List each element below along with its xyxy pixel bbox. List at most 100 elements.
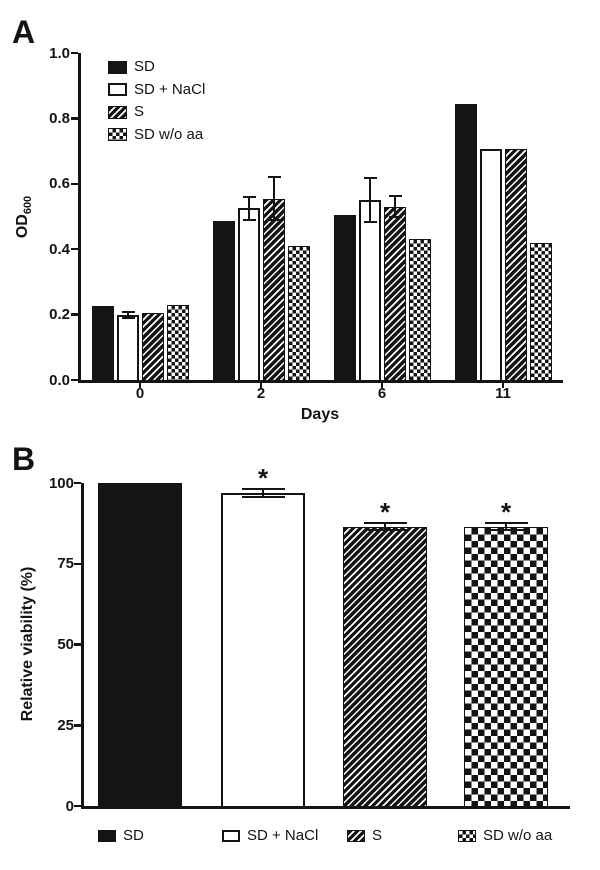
- error-bar-cap-bottom: [363, 221, 377, 224]
- error-bar-cap-top: [121, 310, 135, 313]
- legend-swatch-hatch-icon: [347, 830, 365, 842]
- error-bar-cap-top: [363, 521, 407, 524]
- error-bar-cap-top: [241, 488, 285, 491]
- y-tick: [71, 51, 78, 55]
- bar-s-day-11: [505, 149, 527, 382]
- y-tick-label: 0.6: [49, 175, 70, 193]
- panel-a-y-axis-title: OD600: [14, 196, 34, 238]
- x-tick-label: 2: [256, 385, 266, 402]
- x-tick: [138, 382, 142, 388]
- error-bar-cap-bottom: [267, 219, 281, 222]
- legend-label: S: [134, 103, 145, 120]
- bar-s: [343, 526, 427, 808]
- error-bar-line: [273, 175, 275, 222]
- error-bar-cap-bottom: [484, 529, 528, 532]
- x-axis: [81, 806, 570, 809]
- bar-sd-day-2: [213, 221, 235, 382]
- error-bar-cap-bottom: [241, 496, 285, 499]
- x-tick: [501, 382, 505, 388]
- bar-sd-w-o-aa: [464, 526, 548, 808]
- legend-label: SD: [134, 58, 155, 75]
- legend-item-sd: SD: [108, 58, 155, 75]
- error-bar-cap-top: [242, 195, 256, 198]
- error-bar-cap-bottom: [363, 529, 407, 532]
- bar-sd-nacl-day-0: [117, 314, 139, 382]
- y-axis: [78, 53, 81, 383]
- panel-b-label: B: [12, 441, 36, 477]
- x-tick: [259, 382, 263, 388]
- panel-a-x-axis-title: Days: [300, 406, 340, 423]
- bar-sd-day-6: [334, 214, 356, 382]
- panel-a-label: A: [12, 14, 36, 50]
- y-tick-label: 100: [48, 474, 74, 492]
- legend-item-sd-nacl: SD + NaCl: [108, 80, 206, 98]
- bar-sd-nacl-day-2: [238, 208, 260, 382]
- legend-item-sd-w-o-aa: SD w/o aa: [458, 827, 553, 844]
- error-bar-line: [384, 521, 386, 532]
- error-bar-cap-top: [363, 177, 377, 180]
- bar-sd-w-o-aa-day-0: [167, 304, 189, 382]
- error-bar-cap-top: [484, 521, 528, 524]
- error-bar-line: [369, 177, 371, 224]
- legend-swatch-hatch-icon: [108, 105, 127, 119]
- legend-label: SD w/o aa: [134, 125, 204, 143]
- y-tick-label: 50: [57, 636, 74, 653]
- y-tick: [74, 804, 81, 808]
- error-bar-cap-top: [267, 175, 281, 178]
- error-bar-cap-bottom: [388, 216, 402, 219]
- y-tick: [71, 117, 78, 120]
- significance-star: *: [257, 463, 269, 494]
- legend-label: SD w/o aa: [483, 827, 553, 844]
- legend-item-sd-w-o-aa: SD w/o aa: [108, 125, 204, 143]
- y-tick: [74, 643, 81, 646]
- bar-sd-day-11: [455, 103, 477, 382]
- x-tick-label: 11: [495, 385, 511, 402]
- error-bar-line: [262, 488, 264, 499]
- error-bar-line: [505, 521, 507, 532]
- y-tick: [74, 562, 81, 565]
- significance-star: *: [500, 496, 512, 527]
- x-tick-label: 6: [377, 385, 387, 402]
- error-bar-line: [127, 310, 129, 319]
- bar-sd-nacl-day-6: [359, 200, 381, 382]
- y-tick: [71, 182, 78, 186]
- y-tick-label: 0.4: [49, 240, 70, 258]
- legend-label: S: [372, 827, 383, 844]
- bar-sd-w-o-aa-day-6: [409, 239, 431, 382]
- y-tick-label: 25: [57, 716, 74, 734]
- bar-sd-day-0: [92, 306, 114, 382]
- bar-s-day-2: [263, 198, 285, 382]
- y-axis: [81, 483, 84, 809]
- y-tick-label: 0.8: [49, 109, 70, 127]
- y-tick: [74, 724, 81, 727]
- x-tick-label: 0: [135, 385, 145, 402]
- legend-item-s: S: [347, 827, 383, 844]
- legend-swatch-open-icon: [222, 830, 240, 842]
- od-label-base: OD: [13, 214, 31, 239]
- y-tick-label: 0.2: [49, 306, 70, 324]
- legend-swatch-solid-icon: [98, 830, 116, 842]
- legend-item-s: S: [108, 103, 145, 120]
- bar-sd-w-o-aa-day-11: [530, 242, 552, 382]
- legend-label: SD + NaCl: [247, 827, 319, 844]
- y-tick-label: 0.0: [49, 371, 70, 389]
- y-tick: [71, 378, 78, 382]
- bar-sd: [98, 483, 182, 808]
- x-tick: [380, 382, 384, 388]
- y-tick: [71, 313, 78, 316]
- error-bar-cap-bottom: [121, 316, 135, 319]
- legend-label: SD: [123, 827, 144, 844]
- legend-swatch-open-icon: [108, 83, 127, 96]
- legend-swatch-checker-icon: [108, 128, 127, 141]
- legend-label: SD + NaCl: [134, 80, 206, 98]
- y-tick-label: 1.0: [49, 44, 70, 62]
- legend-item-sd: SD: [98, 827, 144, 844]
- panel-b-y-axis-title: Relative viability (%): [19, 566, 36, 722]
- bar-sd-nacl-day-11: [480, 149, 502, 382]
- bar-s-day-6: [384, 206, 406, 382]
- legend-item-sd-nacl: SD + NaCl: [222, 827, 319, 844]
- bar-s-day-0: [142, 312, 164, 382]
- error-bar-line: [394, 194, 396, 219]
